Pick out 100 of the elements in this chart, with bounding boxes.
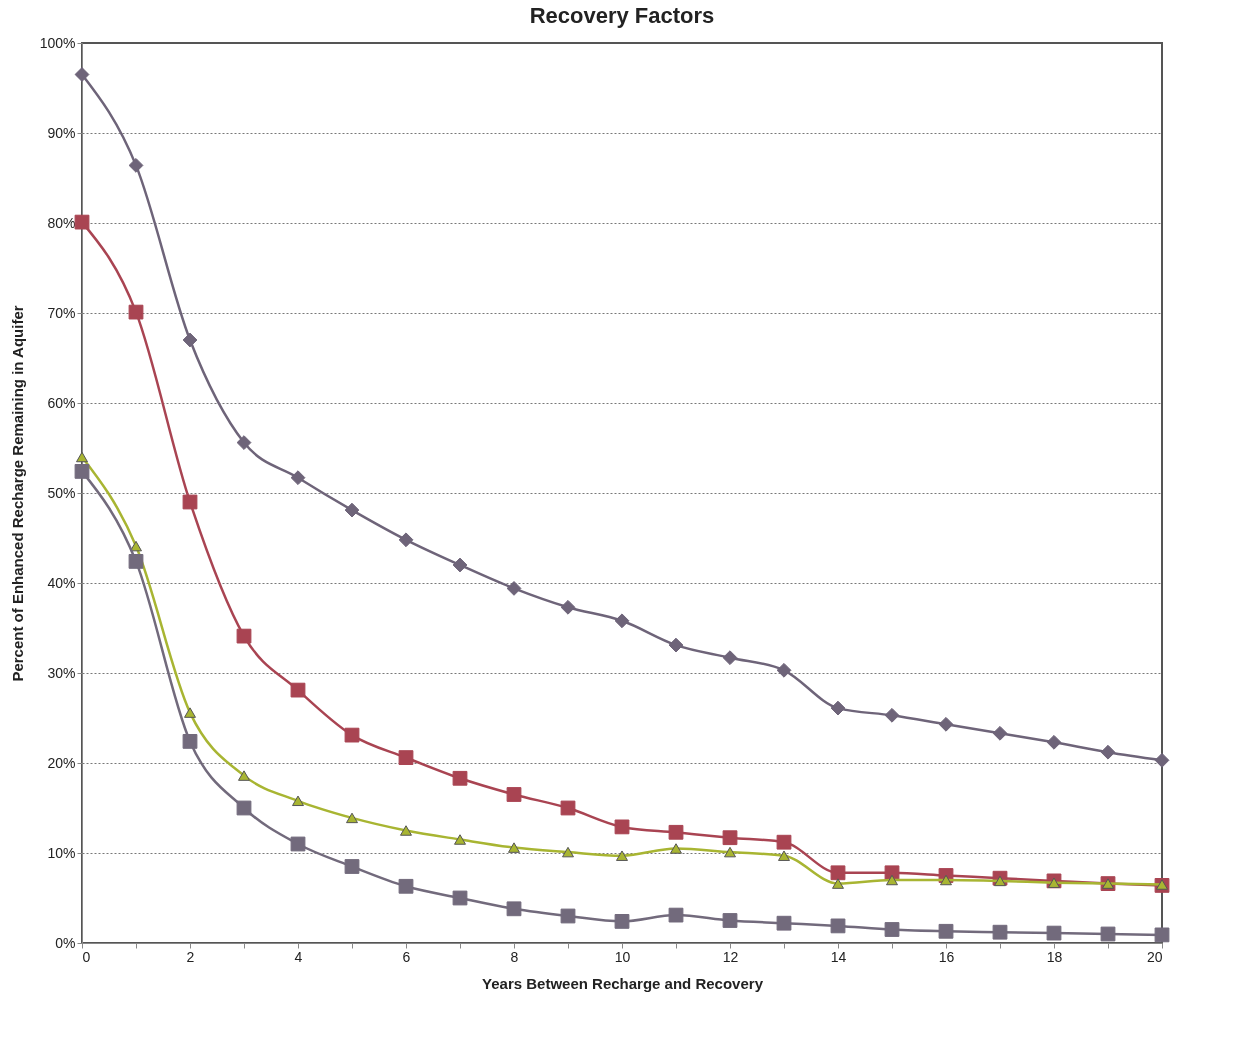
- point: [452, 557, 468, 573]
- point: [994, 875, 1006, 887]
- point: [398, 878, 414, 894]
- point: [562, 846, 574, 858]
- point: [1046, 734, 1062, 750]
- point: [560, 599, 576, 615]
- y-tick-label: 0%: [55, 934, 76, 951]
- point: [668, 824, 684, 840]
- x-tick-label: 4: [294, 948, 303, 965]
- point: [830, 865, 846, 881]
- point: [508, 842, 520, 853]
- point: [236, 628, 252, 644]
- point: [992, 725, 1008, 741]
- point: [130, 540, 142, 552]
- point: [184, 707, 196, 718]
- chart-title: Recovery Factors: [529, 3, 715, 28]
- point: [506, 787, 522, 802]
- point: [614, 613, 630, 629]
- point: [76, 451, 88, 463]
- y-tick-label: 20%: [47, 754, 76, 771]
- point: [832, 878, 844, 889]
- y-tick-label: 80%: [47, 214, 76, 231]
- point: [778, 850, 790, 861]
- point: [506, 901, 522, 917]
- point: [938, 716, 954, 732]
- x-tick-label: 18: [1046, 948, 1063, 965]
- point: [614, 914, 630, 929]
- point: [670, 843, 682, 854]
- point: [616, 850, 628, 861]
- point: [182, 734, 198, 749]
- point: [344, 727, 360, 743]
- x-tick-label: 6: [402, 948, 411, 965]
- x-tick-label: 16: [938, 948, 955, 965]
- point: [128, 158, 144, 173]
- y-tick-label: 30%: [47, 664, 76, 681]
- point: [398, 532, 414, 548]
- point: [1100, 744, 1116, 760]
- y-tick-label: 100%: [39, 34, 76, 51]
- point: [346, 812, 358, 824]
- y-tick-label: 40%: [47, 574, 76, 591]
- point: [1048, 877, 1060, 888]
- x-tick-label: 8: [510, 948, 519, 965]
- point: [776, 834, 792, 850]
- point: [398, 750, 414, 765]
- point: [722, 913, 738, 928]
- point: [128, 304, 144, 320]
- y-tick-label: 60%: [47, 394, 76, 411]
- point: [182, 332, 198, 348]
- point: [400, 825, 412, 836]
- point: [236, 800, 252, 816]
- x-tick-label: 12: [722, 948, 739, 965]
- point: [560, 800, 576, 816]
- y-tick-label: 70%: [47, 304, 76, 321]
- x-tick-label: 0: [82, 948, 91, 965]
- point: [722, 650, 738, 666]
- point: [940, 874, 952, 886]
- x-axis-title: Years Between Recharge and Recovery: [482, 974, 764, 992]
- point: [992, 924, 1008, 940]
- point: [454, 834, 466, 845]
- point: [128, 554, 144, 569]
- point: [506, 581, 522, 596]
- point: [238, 770, 250, 781]
- point: [290, 470, 306, 486]
- point: [668, 907, 684, 923]
- point: [776, 662, 792, 678]
- point: [74, 67, 90, 82]
- point: [236, 435, 252, 450]
- point: [74, 214, 90, 230]
- point: [344, 859, 360, 874]
- point: [560, 908, 576, 924]
- y-axis-title: Percent of Enhanced Recharge Remaining in Aquifer: [8, 305, 26, 682]
- point: [452, 890, 468, 906]
- y-tick-label: 50%: [47, 484, 76, 501]
- point: [182, 494, 198, 510]
- point: [776, 915, 792, 931]
- y-tick-label: 90%: [47, 124, 76, 141]
- x-tick-label: 10: [614, 948, 631, 965]
- point: [886, 874, 898, 886]
- point: [290, 682, 306, 698]
- point: [884, 707, 900, 723]
- x-tick-label: 14: [830, 948, 847, 965]
- x-tick-label: 20: [1146, 948, 1163, 965]
- point: [724, 846, 736, 858]
- point: [938, 923, 954, 939]
- point: [74, 464, 90, 479]
- point: [1046, 925, 1062, 941]
- x-tick-label: 2: [186, 948, 195, 965]
- point: [668, 637, 684, 653]
- point: [290, 836, 306, 852]
- point: [292, 795, 304, 807]
- point: [452, 770, 468, 786]
- point: [344, 502, 360, 518]
- point: [1154, 752, 1170, 768]
- point: [722, 830, 738, 846]
- point: [830, 700, 846, 716]
- point: [830, 918, 846, 934]
- point: [614, 819, 630, 835]
- point: [1154, 927, 1170, 943]
- point: [884, 922, 900, 937]
- y-tick-label: 10%: [47, 844, 76, 861]
